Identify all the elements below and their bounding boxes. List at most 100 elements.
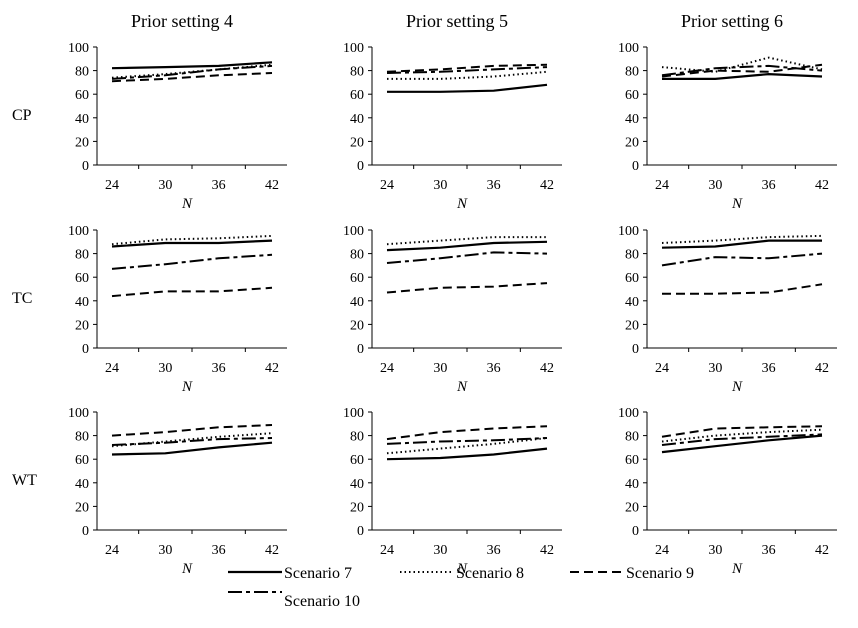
series-line-scenario-9: [111, 72, 273, 83]
x-axis-label: N: [731, 196, 743, 212]
panel: 0 20 40 60 80 100 24 30 36 42 N: [343, 41, 562, 212]
x-tick-label: 36: [762, 361, 776, 376]
series-line-scenario-7: [662, 72, 823, 81]
y-tick-label: 80: [350, 65, 364, 80]
x-tick-label: 24: [380, 543, 394, 558]
row-label: WT: [12, 472, 37, 489]
series-line-scenario-9: [386, 425, 548, 441]
y-tick-label: 0: [357, 342, 364, 357]
x-tick-label: 42: [815, 543, 829, 558]
y-tick-label: 20: [350, 318, 364, 333]
x-tick-label: 36: [762, 543, 776, 558]
panel: 0 20 40 60 80 100 24 30 36 42 N: [343, 224, 562, 395]
x-axis-label: N: [456, 561, 468, 577]
y-tick-label: 100: [68, 41, 89, 56]
series-line-scenario-7: [111, 441, 273, 456]
y-tick-label: 40: [75, 477, 89, 492]
x-tick-label: 24: [105, 178, 119, 193]
panel: 0 20 40 60 80 100 24 30 36 42 N: [618, 41, 837, 212]
series-line-scenario-10: [661, 64, 823, 77]
y-tick-label: 0: [357, 524, 364, 539]
x-axis-label: N: [731, 561, 743, 577]
x-tick-label: 36: [762, 178, 776, 193]
x-tick-label: 42: [265, 361, 279, 376]
series-line-scenario-7: [661, 239, 822, 249]
x-tick-label: 30: [708, 178, 722, 193]
y-tick-label: 0: [632, 524, 639, 539]
series-line-scenario-10: [661, 433, 823, 446]
x-tick-label: 30: [708, 361, 722, 376]
x-tick-label: 36: [487, 178, 501, 193]
y-tick-label: 80: [350, 248, 364, 263]
series-line-scenario-10: [111, 64, 273, 80]
panel: 0 20 40 60 80 100 24 30 36 42 N: [618, 406, 837, 577]
x-tick-label: 24: [105, 361, 119, 376]
series-line-scenario-9: [662, 283, 823, 295]
x-tick-label: 36: [487, 543, 501, 558]
y-tick-label: 20: [625, 135, 639, 150]
row-label: TC: [12, 290, 32, 307]
x-axis-label: N: [456, 379, 468, 395]
y-tick-label: 100: [343, 406, 364, 421]
x-tick-label: 30: [433, 178, 447, 193]
x-tick-label: 30: [158, 543, 172, 558]
x-tick-label: 30: [158, 361, 172, 376]
y-tick-label: 60: [350, 88, 364, 103]
y-tick-label: 20: [625, 500, 639, 515]
y-tick-label: 20: [75, 500, 89, 515]
series-line-scenario-7: [387, 83, 548, 93]
y-tick-label: 100: [618, 406, 639, 421]
x-tick-label: 24: [105, 543, 119, 558]
x-tick-label: 30: [708, 543, 722, 558]
series-line-scenario-8: [387, 70, 548, 80]
series-line-scenario-10: [386, 251, 548, 264]
x-axis-label: N: [181, 196, 193, 212]
y-tick-label: 60: [625, 271, 639, 286]
y-tick-label: 20: [350, 500, 364, 515]
x-tick-label: 36: [487, 361, 501, 376]
legend-label: Scenario 7: [284, 565, 352, 582]
y-tick-label: 0: [632, 159, 639, 174]
y-tick-label: 40: [350, 112, 364, 127]
series-line-scenario-7: [386, 240, 548, 252]
series-line-scenario-9: [111, 286, 273, 298]
y-tick-label: 20: [75, 135, 89, 150]
series-line-scenario-9: [661, 425, 823, 438]
x-axis-label: N: [181, 379, 193, 395]
y-tick-label: 100: [618, 41, 639, 56]
x-tick-label: 36: [212, 178, 226, 193]
y-tick-label: 80: [625, 430, 639, 445]
x-tick-label: 42: [540, 361, 554, 376]
x-tick-label: 36: [212, 361, 226, 376]
x-tick-label: 24: [655, 178, 669, 193]
y-tick-label: 20: [625, 318, 639, 333]
y-tick-label: 100: [68, 224, 89, 239]
column-title: Prior setting 4: [131, 11, 233, 31]
y-tick-label: 80: [625, 65, 639, 80]
legend-label: Scenario 8: [456, 565, 524, 582]
panel: 0 20 40 60 80 100 24 30 36 42 N: [343, 406, 562, 577]
y-tick-label: 40: [75, 112, 89, 127]
x-tick-label: 30: [433, 361, 447, 376]
series-line-scenario-7: [386, 447, 548, 461]
y-tick-label: 40: [625, 477, 639, 492]
y-tick-label: 60: [350, 453, 364, 468]
series-line-scenario-9: [111, 424, 273, 437]
series-line-scenario-10: [386, 66, 548, 74]
series-line-scenario-7: [111, 61, 273, 70]
y-tick-label: 100: [343, 41, 364, 56]
x-tick-label: 42: [265, 543, 279, 558]
series-line-scenario-7: [111, 239, 273, 248]
x-tick-label: 24: [380, 361, 394, 376]
y-tick-label: 80: [75, 430, 89, 445]
x-tick-label: 30: [158, 178, 172, 193]
y-tick-label: 40: [625, 295, 639, 310]
x-tick-label: 42: [265, 178, 279, 193]
series-line-scenario-10: [661, 252, 823, 267]
y-tick-label: 0: [357, 159, 364, 174]
y-tick-label: 80: [75, 65, 89, 80]
x-tick-label: 30: [433, 543, 447, 558]
y-tick-label: 80: [75, 248, 89, 263]
row-label: CP: [12, 107, 32, 124]
panel: 0 20 40 60 80 100 24 30 36 42 N: [68, 41, 287, 212]
